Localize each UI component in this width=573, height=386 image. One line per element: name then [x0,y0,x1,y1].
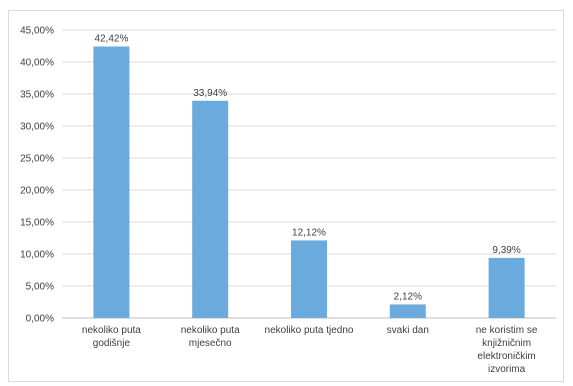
x-category-label: nekoliko puta mjesečno [181,325,240,349]
x-category-label: nekoliko puta godišnje [82,325,141,349]
y-tick-label: 30,00% [20,122,54,133]
data-label: 9,39% [492,245,520,256]
y-tick-label: 5,00% [26,282,54,293]
x-category-label-line: ne koristim se [476,325,538,336]
x-category-label-line: elektroničkim [477,351,535,362]
x-category-label-line: nekoliko puta [82,325,141,336]
data-label: 33,94% [193,88,227,99]
x-category-label-line: godišnje [93,338,131,349]
x-category-label: svaki dan [387,325,429,336]
y-tick-label: 45,00% [20,26,54,37]
x-category-label-line: nekoliko puta [181,325,240,336]
data-label: 12,12% [292,227,326,238]
data-label: 42,42% [94,34,128,45]
data-label: 2,12% [394,291,422,302]
x-category-label: nekoliko puta tjedno [265,325,354,336]
y-tick-label: 20,00% [20,186,54,197]
y-tick-label: 0,00% [26,314,54,325]
x-category-label: ne koristim se knjižničnim elektroničkim iz… [476,325,538,375]
x-category-label-line: izvorima [488,364,526,375]
bar [192,100,229,318]
bar [389,304,426,318]
bar [93,46,130,319]
y-tick-label: 40,00% [20,58,54,69]
bar [291,240,327,318]
y-tick-label: 35,00% [20,90,54,101]
bar [488,257,525,318]
x-category-label-line: mjesečno [189,338,232,349]
y-tick-label: 10,00% [20,250,54,261]
x-category-label-line: svaki dan [387,325,429,336]
x-category-label-line: knjižničnim [482,338,531,349]
y-tick-label: 25,00% [20,154,54,165]
x-category-label-line: nekoliko puta tjedno [265,325,354,336]
y-tick-label: 15,00% [20,218,54,229]
